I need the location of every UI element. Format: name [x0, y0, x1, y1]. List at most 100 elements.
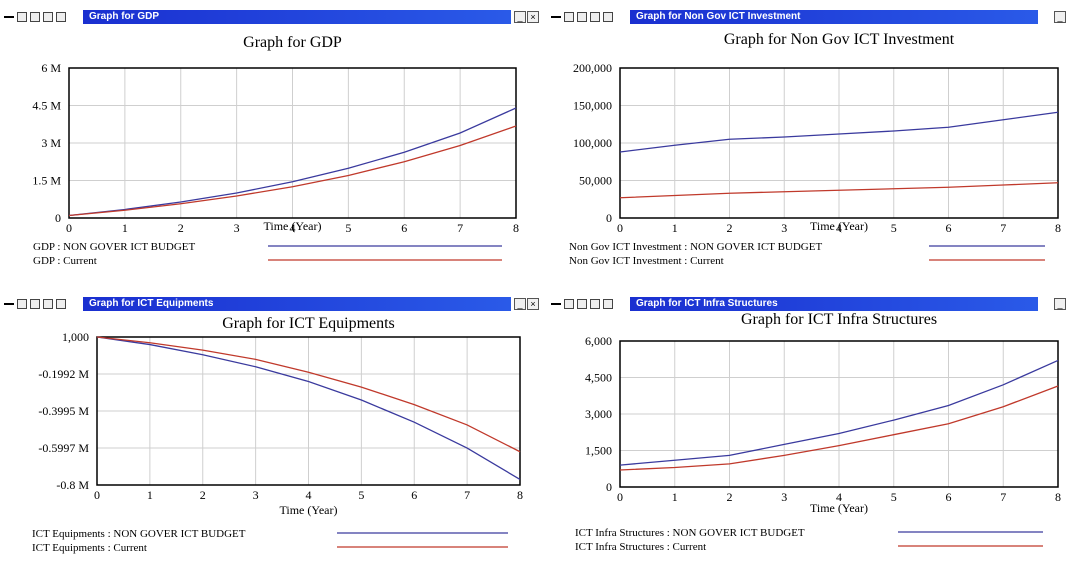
x-tick-label: 0 [617, 490, 623, 504]
series-line-0 [96, 336, 521, 481]
minimize-icon[interactable] [4, 12, 14, 22]
window-title: Graph for ICT Equipments [83, 297, 511, 311]
window-toolbar [4, 298, 66, 310]
x-axis-label: Time (Year) [263, 219, 321, 233]
x-tick-label: 4 [306, 488, 312, 502]
window-titlebar[interactable]: Graph for ICT Infra Structures _ [547, 297, 1068, 311]
y-tick-label: 4,500 [585, 371, 612, 385]
x-tick-label: 7 [1000, 221, 1006, 235]
legend-label-1: GDP : Current [33, 255, 97, 267]
x-tick-label: 7 [464, 488, 470, 502]
nongov-chart: Graph for Non Gov ICT Investment 0 50,000 1… [569, 31, 1061, 267]
chart-title: Graph for ICT Infra Structures [741, 311, 937, 328]
equip-chart: Graph for ICT Equipments -0.8 M -0.5997 M -… [32, 315, 523, 554]
series-line-1 [96, 336, 521, 453]
save-icon[interactable] [603, 299, 613, 309]
y-tick-label: 4.5 M [32, 99, 61, 113]
chart-title: Graph for Non Gov ICT Investment [724, 31, 955, 48]
print-icon[interactable] [577, 12, 587, 22]
x-tick-label: 0 [617, 221, 623, 235]
minimize-icon[interactable] [551, 299, 561, 309]
window-titlebar[interactable]: Graph for Non Gov ICT Investment _ [547, 10, 1068, 24]
x-axis-label: Time (Year) [279, 503, 337, 517]
window-titlebar[interactable]: Graph for GDP _ × [0, 10, 541, 24]
legend-label-0: GDP : NON GOVER ICT BUDGET [33, 241, 196, 253]
x-tick-label: 4 [290, 221, 296, 235]
minimize-button[interactable]: _ [1054, 11, 1066, 23]
y-tick-label: 1,500 [585, 444, 612, 458]
minimize-button[interactable]: _ [514, 11, 526, 23]
x-tick-label: 8 [1055, 221, 1061, 235]
y-tick-label: -0.5997 M [38, 441, 89, 455]
plot-frame [68, 67, 517, 219]
y-tick-label: 100,000 [573, 136, 612, 150]
x-tick-label: 1 [147, 488, 153, 502]
y-tick-label: -0.1992 M [38, 367, 89, 381]
x-tick-label: 3 [781, 490, 787, 504]
copy-icon[interactable] [43, 12, 53, 22]
legend-label-1: ICT Infra Structures : Current [575, 541, 706, 553]
x-tick-label: 2 [200, 488, 206, 502]
gdp-window: Graph for GDP _ × Graph for GDP 0 1.5 M 3 M… [0, 0, 541, 287]
minimize-button[interactable]: _ [514, 298, 526, 310]
y-tick-label: -0.3995 M [38, 404, 89, 418]
x-tick-label: 6 [401, 221, 407, 235]
x-tick-label: 4 [836, 221, 842, 235]
copy-icon[interactable] [590, 12, 600, 22]
x-tick-label: 6 [411, 488, 417, 502]
close-button[interactable]: × [527, 298, 539, 310]
x-tick-label: 7 [1000, 490, 1006, 504]
window-title: Graph for Non Gov ICT Investment [630, 10, 1038, 24]
plot-frame [96, 336, 521, 486]
x-tick-label: 1 [672, 221, 678, 235]
legend-label-1: ICT Equipments : Current [32, 542, 147, 554]
infra-chart: Graph for ICT Infra Structures 0 1,500 3,00… [575, 311, 1061, 553]
y-tick-label: 200,000 [573, 61, 612, 75]
copy-icon[interactable] [590, 299, 600, 309]
y-tick-label: 50,000 [579, 174, 612, 188]
lock-icon[interactable] [564, 299, 574, 309]
lock-icon[interactable] [564, 12, 574, 22]
save-icon[interactable] [56, 299, 66, 309]
window-titlebar[interactable]: Graph for ICT Equipments _ × [0, 297, 541, 311]
minimize-icon[interactable] [4, 299, 14, 309]
x-tick-label: 6 [946, 221, 952, 235]
y-tick-label: 1,000 [62, 330, 89, 344]
window-title: Graph for GDP [83, 10, 511, 24]
copy-icon[interactable] [43, 299, 53, 309]
x-tick-label: 3 [253, 488, 259, 502]
x-tick-label: 6 [946, 490, 952, 504]
x-tick-label: 2 [727, 490, 733, 504]
x-tick-label: 5 [358, 488, 364, 502]
lock-icon[interactable] [17, 12, 27, 22]
nongov-window: Graph for Non Gov ICT Investment _ Graph… [547, 0, 1068, 287]
x-tick-label: 3 [234, 221, 240, 235]
legend-label-0: ICT Infra Structures : NON GOVER ICT BUD… [575, 527, 805, 539]
y-tick-label: -0.8 M [56, 478, 89, 492]
infra-window: Graph for ICT Infra Structures _ Graph f… [547, 287, 1068, 567]
series-line-1 [68, 125, 517, 217]
x-axis-label: Time (Year) [810, 501, 868, 515]
close-button[interactable]: × [527, 11, 539, 23]
print-icon[interactable] [30, 299, 40, 309]
legend-label-1: Non Gov ICT Investment : Current [569, 255, 724, 267]
chart-title: Graph for ICT Equipments [222, 315, 395, 332]
save-icon[interactable] [603, 12, 613, 22]
print-icon[interactable] [577, 299, 587, 309]
print-icon[interactable] [30, 12, 40, 22]
y-tick-label: 3,000 [585, 407, 612, 421]
x-axis-label: Time (Year) [810, 219, 868, 233]
x-tick-label: 3 [781, 221, 787, 235]
y-tick-label: 3 M [41, 136, 61, 150]
y-tick-label: 0 [55, 211, 61, 225]
window-toolbar [4, 11, 66, 23]
minimize-button[interactable]: _ [1054, 298, 1066, 310]
minimize-icon[interactable] [551, 12, 561, 22]
plot-frame [619, 67, 1059, 219]
gdp-chart: Graph for GDP 0 1.5 M 3 M 4.5 M 6 M 0 1 2 3 4 5 6 7 8 T… [32, 34, 519, 267]
y-tick-label: 6 M [41, 61, 61, 75]
series-line-0 [619, 111, 1059, 153]
series-line-0 [619, 359, 1059, 466]
lock-icon[interactable] [17, 299, 27, 309]
save-icon[interactable] [56, 12, 66, 22]
